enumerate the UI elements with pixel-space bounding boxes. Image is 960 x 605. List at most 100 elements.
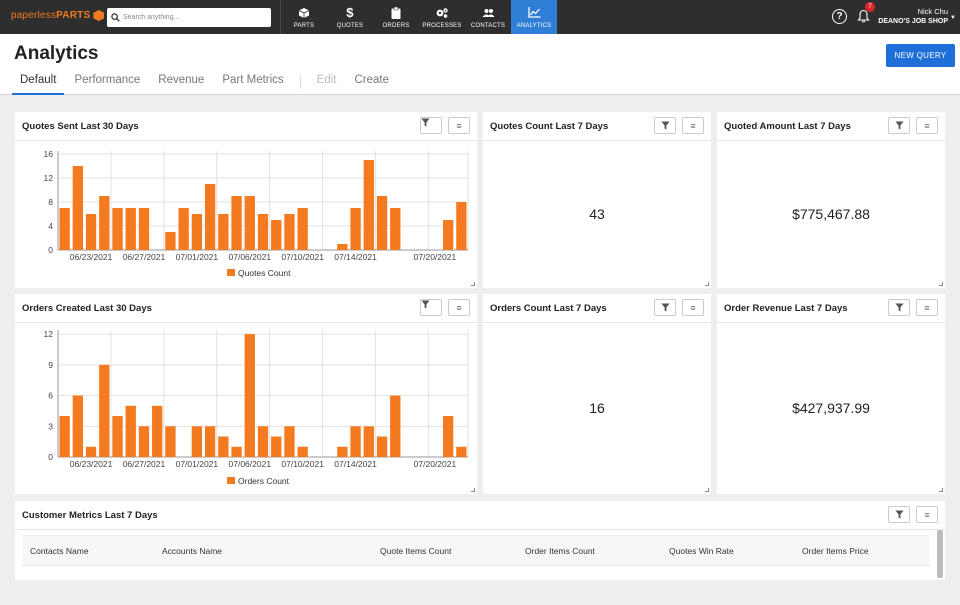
menu-button[interactable]: ≡ xyxy=(916,506,938,523)
column-header-contacts-name[interactable]: Contacts Name xyxy=(30,546,89,556)
nav-divider xyxy=(280,0,281,34)
logo-text-part2: PARTS xyxy=(56,10,91,21)
tab-default[interactable]: Default xyxy=(12,71,65,95)
resize-handle[interactable] xyxy=(705,488,709,492)
column-header-quotes-win-rate[interactable]: Quotes Win Rate xyxy=(669,546,734,556)
nav-processes[interactable]: PROCESSES xyxy=(419,0,465,34)
chart-bar xyxy=(99,196,110,250)
nav-label: QUOTES xyxy=(336,22,364,29)
filter-button[interactable] xyxy=(888,117,910,134)
logo-text-part1: paperless xyxy=(11,10,57,21)
chart-bar xyxy=(390,208,401,250)
tab-create[interactable]: Create xyxy=(354,74,390,86)
search-icon xyxy=(111,13,120,22)
notifications-button[interactable] xyxy=(857,9,870,28)
chart-bar xyxy=(204,426,216,457)
menu-button[interactable]: ≡ xyxy=(682,117,704,134)
card-title: Quotes Count Last 7 Days xyxy=(490,121,609,132)
resize-handle[interactable] xyxy=(705,282,709,286)
chart-bar xyxy=(72,166,83,250)
x-tick-label: 07/06/2021 xyxy=(229,252,272,262)
nav-label: CONTACTS xyxy=(470,22,506,29)
card-header xyxy=(15,501,945,530)
column-header-order-items-count[interactable]: Order Items Count xyxy=(525,546,595,556)
chart-bar xyxy=(165,232,176,250)
chart-bar xyxy=(337,244,348,250)
menu-button[interactable]: ≡ xyxy=(448,299,470,316)
search-box[interactable] xyxy=(107,8,271,27)
filter-button[interactable] xyxy=(654,299,676,316)
x-tick-label: 06/27/2021 xyxy=(123,459,166,469)
chart-bar xyxy=(337,446,348,457)
filter-button[interactable] xyxy=(420,299,442,316)
menu-icon: ≡ xyxy=(924,120,930,131)
chart-bar xyxy=(231,446,242,457)
chart-bar xyxy=(231,196,242,250)
card-title: Quotes Sent Last 30 Days xyxy=(22,121,139,132)
tab-revenue[interactable]: Revenue xyxy=(158,74,205,86)
y-tick-label: 8 xyxy=(48,197,53,207)
x-tick-label: 07/06/2021 xyxy=(229,459,272,469)
column-header-accounts-name[interactable]: Accounts Name xyxy=(162,546,222,556)
card-header xyxy=(15,294,477,323)
card-header xyxy=(483,112,711,141)
chart-bar xyxy=(456,202,467,250)
new-query-button[interactable]: NEW QUERY xyxy=(886,44,955,67)
metric-value: 43 xyxy=(589,206,605,222)
tab-divider xyxy=(299,75,301,89)
x-tick-label: 07/10/2021 xyxy=(281,252,324,262)
filter-icon xyxy=(894,303,904,312)
clipboard-icon xyxy=(391,6,401,19)
chart-bar xyxy=(271,220,282,250)
user-menu[interactable]: Nick Chu DEANO'S JOB SHOP xyxy=(870,7,948,25)
table-scrollbar[interactable] xyxy=(937,530,943,578)
nav-label: PROCESSES xyxy=(422,22,462,29)
chart-bar xyxy=(138,426,150,457)
nav-parts[interactable]: PARTS xyxy=(281,0,327,34)
filter-icon xyxy=(421,300,430,309)
tab-part-metrics[interactable]: Part Metrics xyxy=(222,74,284,86)
search-input[interactable] xyxy=(123,14,263,21)
menu-button[interactable]: ≡ xyxy=(916,299,938,316)
filter-button[interactable] xyxy=(420,117,442,134)
resize-handle[interactable] xyxy=(939,282,943,286)
chart-bar xyxy=(443,416,454,457)
cube-icon xyxy=(298,7,310,18)
table-header-row: Contacts Name Accounts Name Quote Items … xyxy=(22,535,930,566)
filter-icon xyxy=(894,510,904,519)
resize-handle[interactable] xyxy=(471,282,475,286)
chart-bar xyxy=(112,416,123,457)
menu-button[interactable]: ≡ xyxy=(916,117,938,134)
card-title: Orders Created Last 30 Days xyxy=(22,303,152,314)
column-header-order-items-price[interactable]: Order Items Price xyxy=(802,546,869,556)
logo-cube-icon xyxy=(93,10,105,21)
dollar-icon: $ xyxy=(346,5,354,20)
filter-button[interactable] xyxy=(888,506,910,523)
nav-quotes[interactable]: $ QUOTES xyxy=(327,0,373,34)
dashboard-tabs: Default Performance Revenue Part Metrics… xyxy=(12,71,399,95)
nav-analytics[interactable]: ANALYTICS xyxy=(511,0,557,34)
chart-bar xyxy=(125,405,136,457)
quoted-amount-card: Quoted Amount Last 7 Days ≡ $775,467.88 xyxy=(717,112,945,288)
menu-button[interactable]: ≡ xyxy=(682,299,704,316)
nav-orders[interactable]: ORDERS xyxy=(373,0,419,34)
page-title: Analytics xyxy=(14,43,99,64)
resize-handle[interactable] xyxy=(471,488,475,492)
user-caret-icon[interactable]: ▼ xyxy=(950,15,956,21)
help-icon[interactable]: ? xyxy=(832,9,847,24)
app-logo[interactable]: paperless PARTS xyxy=(11,10,105,21)
x-tick-label: 06/23/2021 xyxy=(70,252,113,262)
shop-name: DEANO'S JOB SHOP xyxy=(878,18,948,25)
main-nav: PARTS $ QUOTES ORDERS PROCESSES CONTACTS… xyxy=(281,0,557,34)
menu-button[interactable]: ≡ xyxy=(448,117,470,134)
tab-performance[interactable]: Performance xyxy=(74,74,141,86)
chart-bar xyxy=(99,364,110,457)
filter-button[interactable] xyxy=(654,117,676,134)
y-tick-label: 6 xyxy=(48,391,53,401)
column-header-quote-items-count[interactable]: Quote Items Count xyxy=(380,546,452,556)
nav-contacts[interactable]: CONTACTS xyxy=(465,0,511,34)
resize-handle[interactable] xyxy=(939,488,943,492)
filter-button[interactable] xyxy=(888,299,910,316)
chart-bar xyxy=(204,184,216,250)
chart-bar xyxy=(271,436,282,457)
